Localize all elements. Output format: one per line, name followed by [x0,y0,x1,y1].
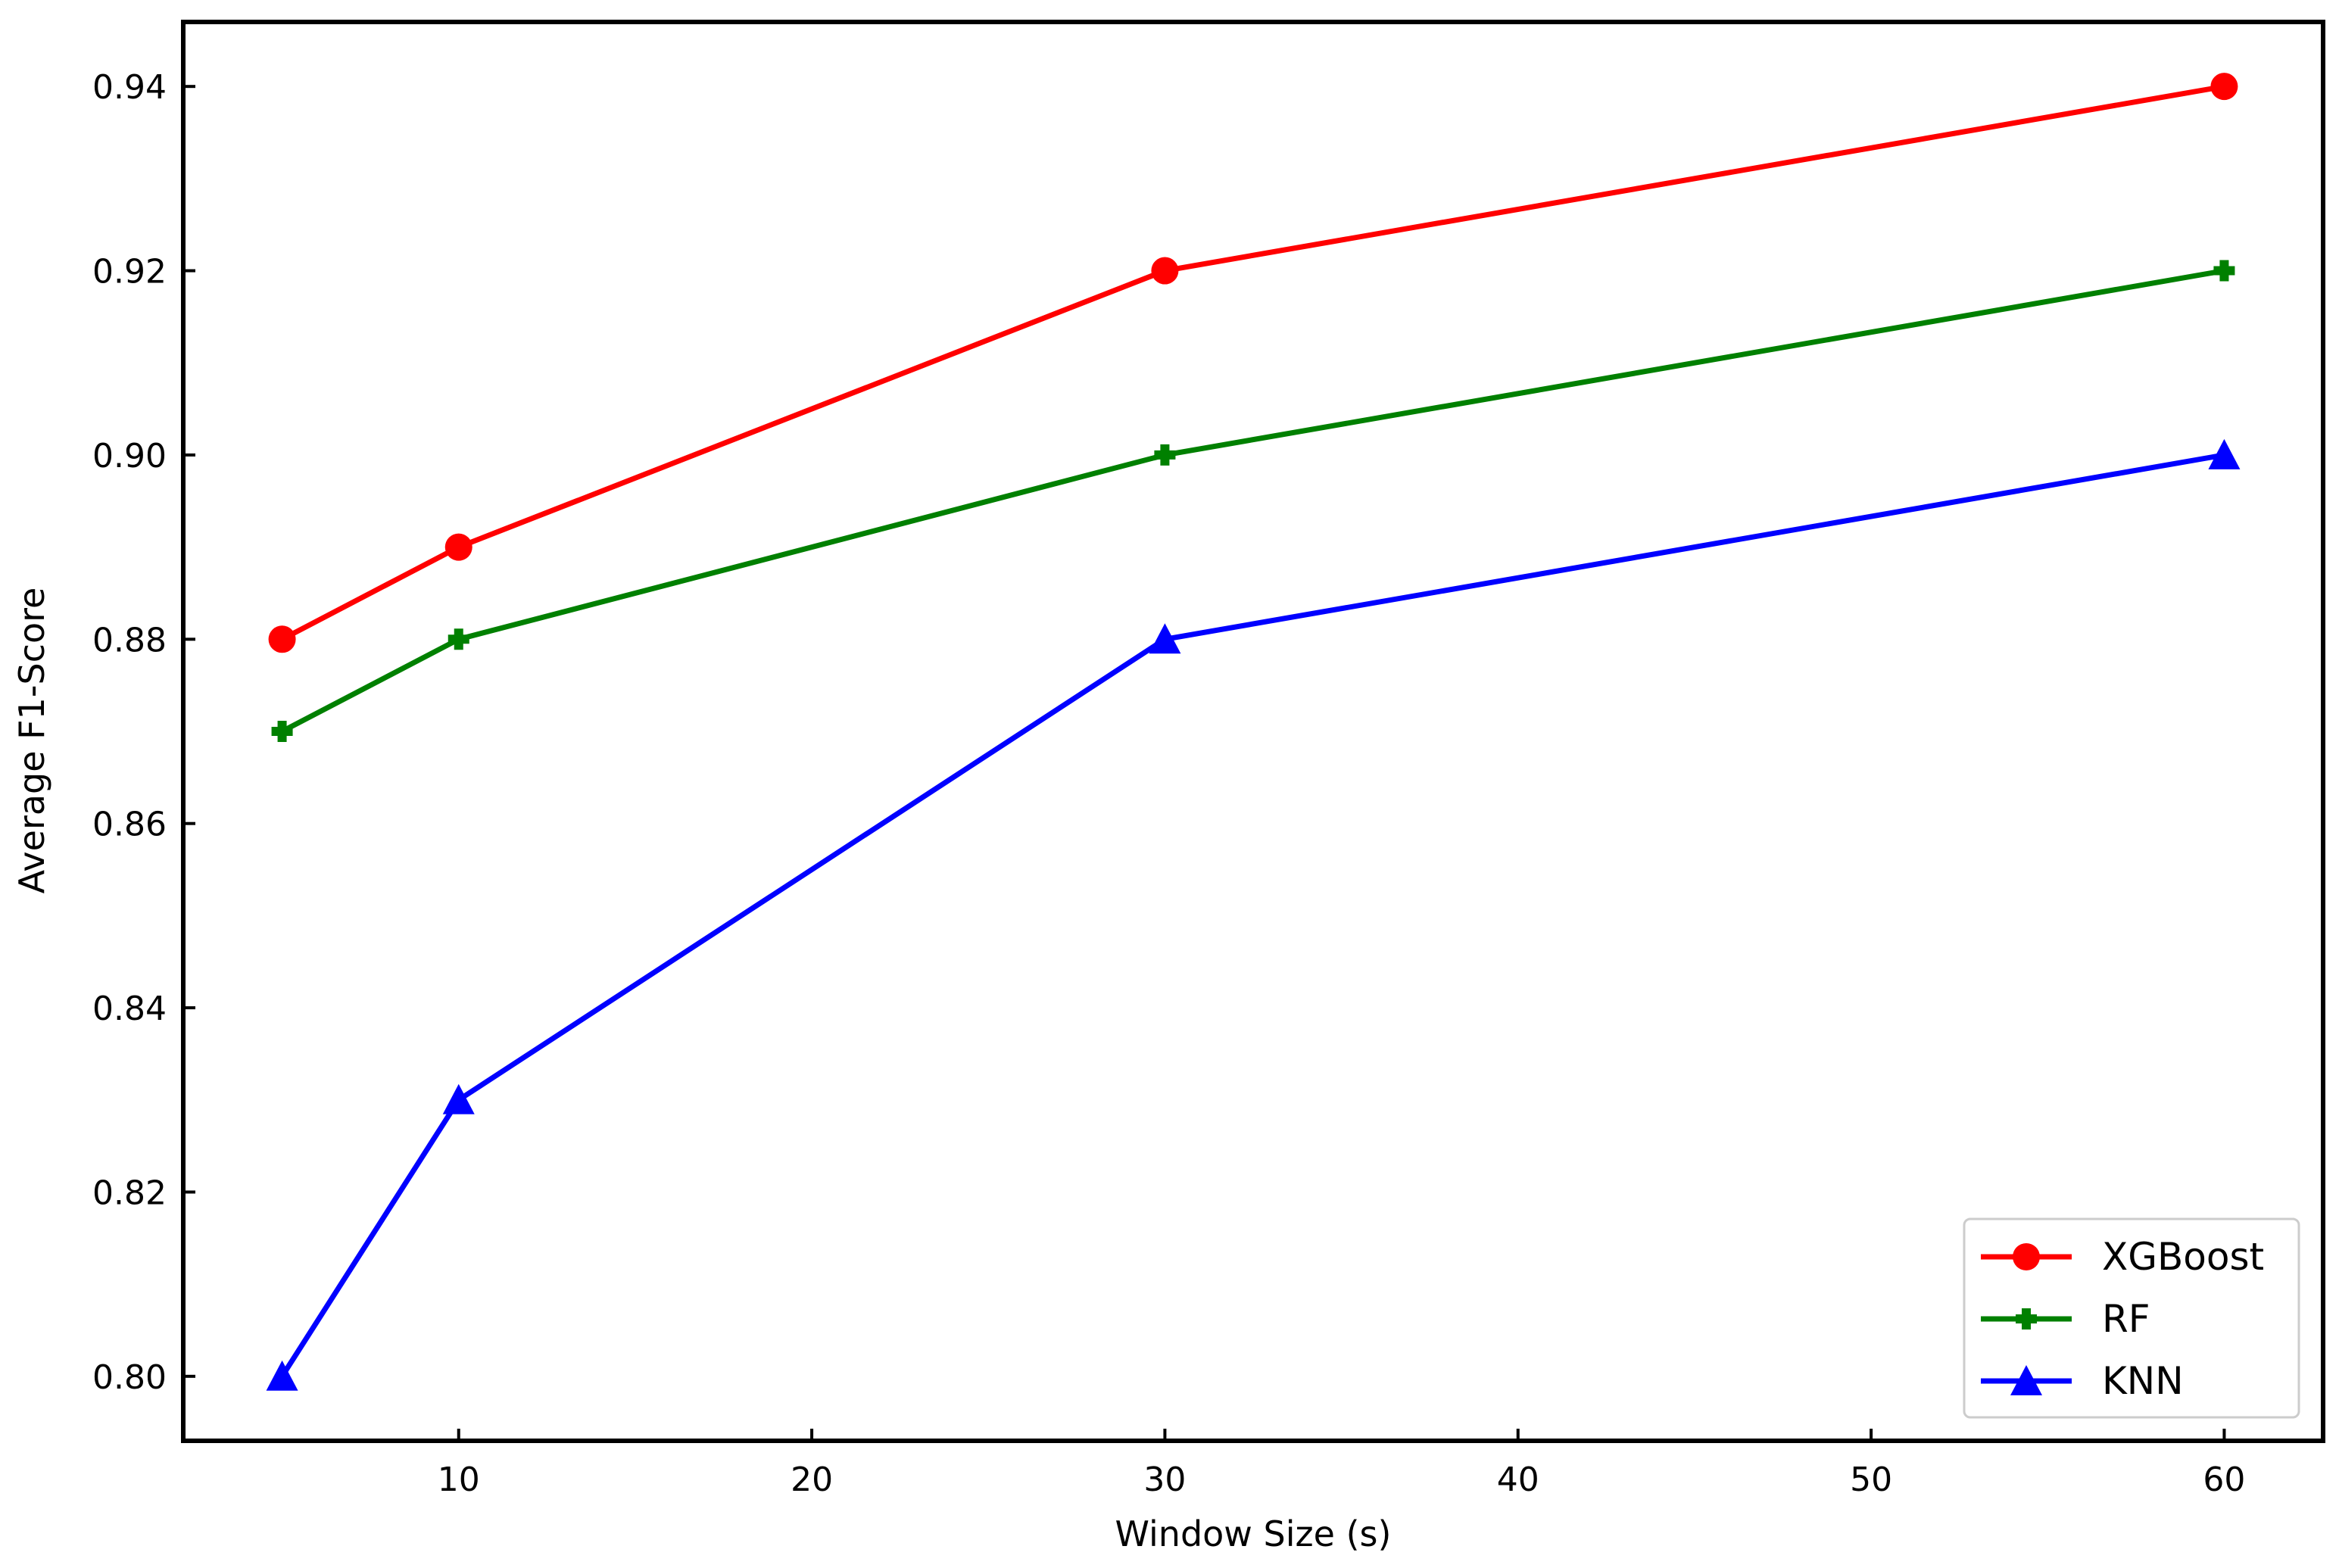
data-point-xgboost [2210,73,2238,101]
x-tick-label: 20 [791,1460,833,1499]
series-line-rf [280,268,2225,734]
data-point-xgboost [444,533,472,561]
series-line-xgboost [280,83,2225,642]
plot-layer: 10 20 30 40 50 60 0.80 0.82 0.84 0.86 0.88 0.90 0.92… [92,20,2325,1499]
y-tick-label: 0.90 [92,437,167,475]
y-tick-label: 0.84 [92,990,167,1028]
x-tick-label: 50 [1850,1460,1892,1499]
data-point-knn [1149,623,1181,654]
y-tick-label: 0.86 [92,806,167,844]
x-tick-label: 40 [1497,1460,1539,1499]
x-tick-label: 10 [438,1460,480,1499]
legend-label-xgboost: XGBoost [2102,1235,2264,1279]
legend-label-knn: KNN [2102,1359,2184,1403]
data-point-rf [2213,260,2235,282]
data-point-knn [2208,438,2241,469]
data-point-knn [266,1360,298,1391]
x-axis-label: Window Size (s) [1115,1513,1392,1554]
y-tick-label: 0.80 [92,1358,167,1397]
x-tick-label: 60 [2203,1460,2245,1499]
data-point-xgboost [268,625,296,653]
y-tick-label: 0.82 [92,1174,167,1212]
series-line-knn [279,452,2225,1378]
data-point-rf [448,628,469,650]
data-point-rf [271,721,293,742]
data-point-xgboost [1151,257,1179,285]
data-point-rf [1154,444,1176,466]
legend-label-rf: RF [2102,1297,2150,1341]
y-axis-label: Average F1-Score [11,588,52,894]
y-tick-label: 0.94 [92,68,167,107]
legend-box [1963,1217,2300,1419]
y-tick-label: 0.88 [92,621,167,659]
y-tick-label: 0.92 [92,253,167,291]
legend-marker-rf [2016,1308,2037,1330]
x-tick-label: 30 [1143,1460,1186,1499]
legend-marker-xgboost [2013,1243,2040,1270]
plot-frame [181,20,2325,1443]
legend-marker-knn [2010,1365,2042,1395]
data-point-knn [442,1083,475,1114]
